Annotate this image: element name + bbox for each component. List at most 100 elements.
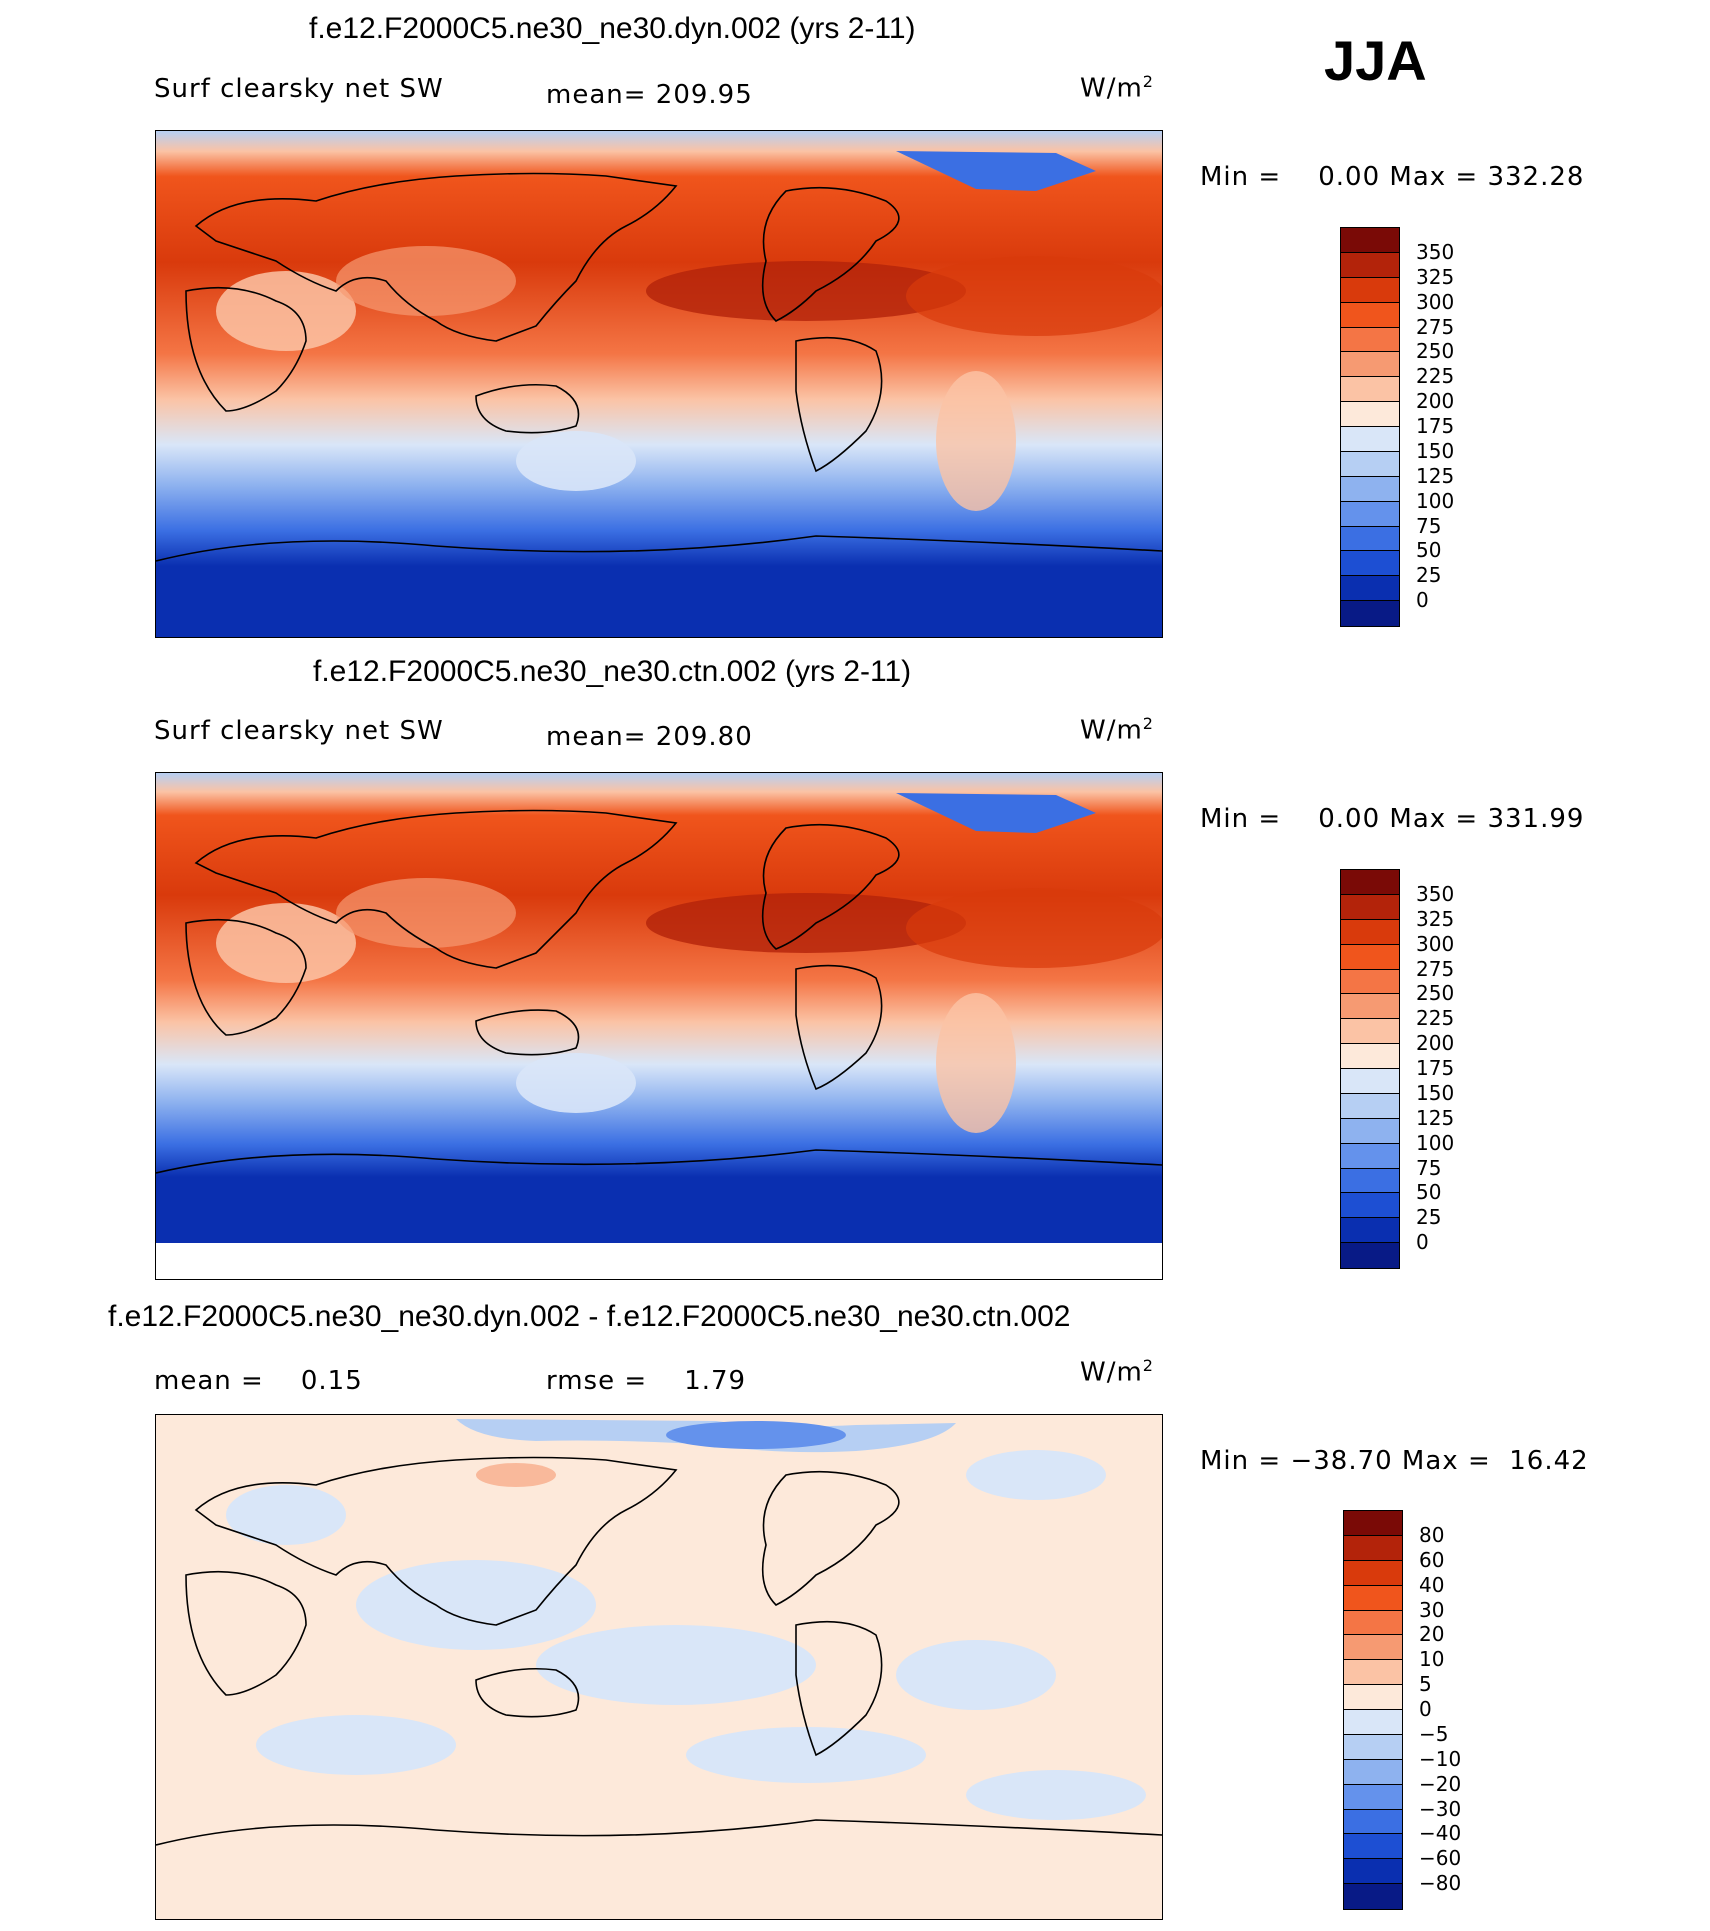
colorbar-segment <box>1344 1585 1402 1611</box>
colorbar-tick-label: 50 <box>1416 538 1442 563</box>
colorbar-segment <box>1341 994 1399 1020</box>
panel1-map <box>155 130 1163 638</box>
colorbar-tick-label: 350 <box>1416 239 1455 264</box>
panel2-colorbar <box>1340 869 1400 1269</box>
panel1-colorbar <box>1340 227 1400 627</box>
panel2-units-label: W/m2 <box>1080 714 1154 746</box>
colorbar-segment <box>1341 476 1399 502</box>
colorbar-tick-label: 300 <box>1416 931 1455 956</box>
colorbar-tick-label: 25 <box>1416 1205 1442 1230</box>
colorbar-tick-label: 175 <box>1416 414 1455 438</box>
colorbar-segment <box>1341 870 1399 895</box>
colorbar-tick-label: −80 <box>1419 1871 1462 1896</box>
colorbar-segment <box>1341 894 1399 920</box>
colorbar-segment <box>1341 1168 1399 1194</box>
colorbar-segment <box>1344 1859 1402 1885</box>
colorbar-segment <box>1344 1685 1402 1710</box>
colorbar-segment <box>1344 1734 1402 1760</box>
colorbar-segment <box>1344 1535 1402 1561</box>
colorbar-tick-label: 80 <box>1419 1522 1445 1547</box>
colorbar-tick-label: −10 <box>1419 1746 1462 1771</box>
colorbar-tick-label: 125 <box>1416 463 1455 488</box>
panel2-minmax-label: Min = 0.00 Max = 331.99 <box>1200 804 1585 834</box>
colorbar-tick-label: 150 <box>1416 438 1455 463</box>
colorbar-segment <box>1341 601 1399 626</box>
colorbar-segment <box>1341 1143 1399 1169</box>
colorbar-tick-label: 250 <box>1416 339 1455 364</box>
colorbar-segment <box>1344 1560 1402 1586</box>
colorbar-tick-label: −60 <box>1419 1846 1462 1871</box>
colorbar-segment <box>1341 377 1399 403</box>
colorbar-tick-label: 200 <box>1416 1031 1455 1056</box>
colorbar-tick-label: 0 <box>1419 1697 1432 1721</box>
colorbar-tick-label: 75 <box>1416 513 1442 538</box>
colorbar-segment <box>1341 451 1399 477</box>
colorbar-segment <box>1341 1218 1399 1244</box>
colorbar-tick-label: 225 <box>1416 364 1455 389</box>
panel3-map <box>155 1414 1163 1920</box>
colorbar-segment <box>1341 501 1399 527</box>
colorbar-tick-label: 75 <box>1416 1155 1442 1180</box>
colorbar-segment <box>1344 1660 1402 1686</box>
colorbar-segment <box>1344 1809 1402 1835</box>
colorbar-segment <box>1341 252 1399 278</box>
colorbar-tick-label: 125 <box>1416 1105 1455 1130</box>
colorbar-tick-label: 325 <box>1416 906 1455 931</box>
colorbar-tick-label: −30 <box>1419 1796 1462 1821</box>
panel2-mean-label: mean= 209.80 <box>546 722 753 752</box>
colorbar-tick-label: 5 <box>1419 1672 1432 1697</box>
colorbar-segment <box>1341 352 1399 378</box>
colorbar-segment <box>1344 1759 1402 1785</box>
colorbar-tick-label: 100 <box>1416 1130 1455 1155</box>
colorbar-segment <box>1341 969 1399 995</box>
colorbar-segment <box>1341 1044 1399 1069</box>
colorbar-tick-label: 10 <box>1419 1647 1445 1672</box>
colorbar-segment <box>1344 1511 1402 1536</box>
colorbar-tick-label: 60 <box>1419 1547 1445 1572</box>
panel3-title: f.e12.F2000C5.ne30_ne30.dyn.002 - f.e12.… <box>108 1300 1071 1333</box>
colorbar-tick-label: 50 <box>1416 1180 1442 1205</box>
colorbar-tick-label: 300 <box>1416 289 1455 314</box>
colorbar-segment <box>1344 1834 1402 1860</box>
colorbar-segment <box>1341 1093 1399 1119</box>
colorbar-segment <box>1344 1610 1402 1636</box>
colorbar-tick-label: 25 <box>1416 563 1442 588</box>
colorbar-segment <box>1344 1635 1402 1661</box>
colorbar-segment <box>1341 327 1399 353</box>
panel2-variable-label: Surf clearsky net SW <box>154 716 444 746</box>
season-label: JJA <box>1324 29 1427 92</box>
colorbar-segment <box>1341 551 1399 577</box>
colorbar-tick-label: 175 <box>1416 1056 1455 1080</box>
colorbar-tick-label: 30 <box>1419 1597 1445 1622</box>
colorbar-tick-label: 40 <box>1419 1572 1445 1597</box>
panel2-map <box>155 772 1163 1280</box>
colorbar-segment <box>1341 1193 1399 1219</box>
panel1-minmax-label: Min = 0.00 Max = 332.28 <box>1200 162 1585 192</box>
colorbar-segment <box>1341 576 1399 602</box>
panel3-minmax-label: Min = −38.70 Max = 16.42 <box>1200 1446 1589 1476</box>
panel3-units-label: W/m2 <box>1080 1356 1154 1388</box>
colorbar-segment <box>1341 228 1399 253</box>
colorbar-tick-label: 275 <box>1416 314 1455 339</box>
panel1-mean-label: mean= 209.95 <box>546 80 753 110</box>
panel1-units-label: W/m2 <box>1080 72 1154 104</box>
colorbar-tick-label: 250 <box>1416 981 1455 1006</box>
panel3-colorbar <box>1343 1510 1403 1910</box>
colorbar-tick-label: −5 <box>1419 1721 1449 1746</box>
colorbar-tick-label: 0 <box>1416 588 1429 613</box>
colorbar-segment <box>1341 1069 1399 1094</box>
panel3-mean-label: mean = 0.15 <box>154 1366 363 1396</box>
colorbar-tick-label: 0 <box>1416 1230 1429 1255</box>
panel1-variable-label: Surf clearsky net SW <box>154 74 444 104</box>
colorbar-segment <box>1341 944 1399 970</box>
panel1-title: f.e12.F2000C5.ne30_ne30.dyn.002 (yrs 2-1… <box>309 12 916 45</box>
colorbar-segment <box>1341 402 1399 427</box>
colorbar-segment <box>1341 277 1399 303</box>
colorbar-segment <box>1341 302 1399 328</box>
colorbar-tick-label: 275 <box>1416 956 1455 981</box>
colorbar-tick-label: 225 <box>1416 1006 1455 1031</box>
panel2-title: f.e12.F2000C5.ne30_ne30.ctn.002 (yrs 2-1… <box>313 655 912 688</box>
colorbar-tick-label: 200 <box>1416 389 1455 414</box>
colorbar-segment <box>1344 1784 1402 1810</box>
colorbar-tick-label: 100 <box>1416 488 1455 513</box>
